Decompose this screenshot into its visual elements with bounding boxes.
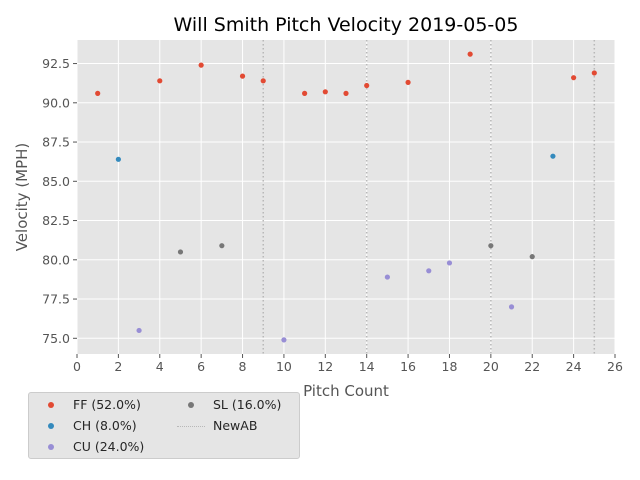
y-tick-label: 80.0 <box>42 252 70 267</box>
legend-label-cu: CU (24.0%) <box>73 439 144 454</box>
x-tick-label: 10 <box>276 359 292 374</box>
x-tick-label: 24 <box>566 359 582 374</box>
data-point-cu <box>509 304 514 309</box>
data-point-ff <box>592 70 597 75</box>
x-tick-label: 20 <box>483 359 499 374</box>
x-tick-label: 8 <box>239 359 247 374</box>
legend-label-newab: NewAB <box>213 418 257 433</box>
data-point-ff <box>240 74 245 79</box>
data-point-ch <box>116 157 121 162</box>
data-point-cu <box>447 260 452 265</box>
data-point-ff <box>468 52 473 57</box>
data-point-ff <box>364 83 369 88</box>
legend: FF (52.0%) CH (8.0%) CU (24.0%) SL (16.0… <box>28 392 300 459</box>
legend-label-sl: SL (16.0%) <box>213 397 281 412</box>
x-tick-label: 0 <box>73 359 81 374</box>
data-point-cu <box>426 268 431 273</box>
chart-title: Will Smith Pitch Velocity 2019-05-05 <box>174 14 519 36</box>
legend-label-ch: CH (8.0%) <box>73 418 137 433</box>
x-tick-label: 26 <box>607 359 623 374</box>
x-tick-label: 4 <box>156 359 164 374</box>
data-point-cu <box>136 328 141 333</box>
legend-item-sl: SL (16.0%) <box>177 397 281 412</box>
data-point-sl <box>219 243 224 248</box>
y-tick-label: 85.0 <box>42 174 70 189</box>
y-axis-ticks: 75.0 77.5 80.0 82.5 85.0 87.5 90.0 92.5 <box>42 56 77 346</box>
legend-marker-ff <box>37 400 65 410</box>
data-point-ff <box>343 91 348 96</box>
legend-item-ch: CH (8.0%) <box>37 418 137 433</box>
x-tick-label: 22 <box>524 359 540 374</box>
data-point-ff <box>261 78 266 83</box>
y-tick-label: 82.5 <box>42 213 70 228</box>
data-point-cu <box>281 337 286 342</box>
y-tick-label: 90.0 <box>42 95 70 110</box>
data-point-sl <box>530 254 535 259</box>
y-tick-label: 87.5 <box>42 135 70 150</box>
x-axis-ticks: 0 2 4 6 8 10 12 14 16 18 20 22 24 26 <box>73 354 623 374</box>
data-point-ff <box>95 91 100 96</box>
legend-item-cu: CU (24.0%) <box>37 439 144 454</box>
data-point-ff <box>157 78 162 83</box>
x-tick-label: 6 <box>197 359 205 374</box>
legend-marker-ch <box>37 421 65 431</box>
x-tick-label: 18 <box>442 359 458 374</box>
y-tick-label: 77.5 <box>42 292 70 307</box>
y-tick-label: 75.0 <box>42 331 70 346</box>
data-point-cu <box>385 274 390 279</box>
data-point-ff <box>302 91 307 96</box>
x-tick-label: 14 <box>359 359 375 374</box>
plot-background <box>77 40 615 354</box>
x-tick-label: 12 <box>317 359 333 374</box>
x-axis-label: Pitch Count <box>303 382 389 400</box>
legend-marker-sl <box>177 400 205 410</box>
x-tick-label: 2 <box>114 359 122 374</box>
legend-marker-newab <box>177 421 205 431</box>
data-point-ff <box>405 80 410 85</box>
x-tick-label: 16 <box>400 359 416 374</box>
data-point-sl <box>178 249 183 254</box>
data-point-ff <box>571 75 576 80</box>
legend-item-newab: NewAB <box>177 418 257 433</box>
y-tick-label: 92.5 <box>42 56 70 71</box>
data-point-ch <box>550 154 555 159</box>
legend-label-ff: FF (52.0%) <box>73 397 141 412</box>
data-point-ff <box>199 63 204 68</box>
legend-marker-cu <box>37 442 65 452</box>
data-point-ff <box>323 89 328 94</box>
y-axis-label: Velocity (MPH) <box>13 143 31 252</box>
legend-item-ff: FF (52.0%) <box>37 397 141 412</box>
data-point-sl <box>488 243 493 248</box>
